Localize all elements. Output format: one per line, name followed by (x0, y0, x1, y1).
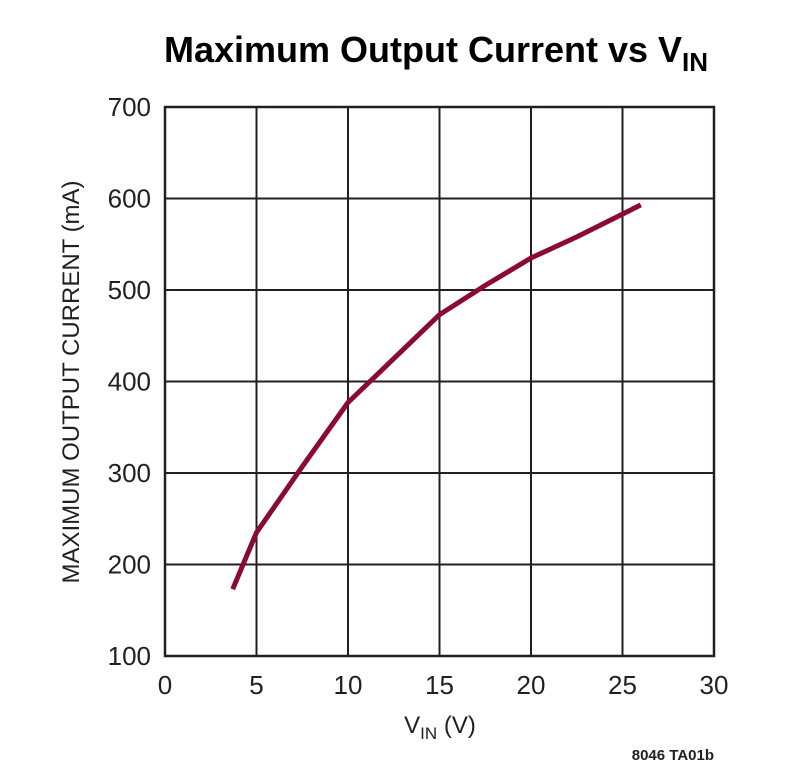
x-tick-label: 15 (425, 670, 454, 700)
x-tick-label: 10 (334, 670, 363, 700)
series-layer (230, 202, 642, 591)
x-axis-label: VIN (V) (404, 712, 476, 743)
x-tick-label: 0 (158, 670, 172, 700)
x-tick-label: 30 (700, 670, 729, 700)
figure-code: 8046 TA01b (632, 747, 714, 764)
y-axis-label: MAXIMUM OUTPUT CURRENT (mA) (58, 180, 85, 583)
x-tick-label: 25 (608, 670, 637, 700)
plot-frame (163, 105, 716, 658)
y-tick-label: 400 (108, 367, 151, 397)
x-tick-label: 5 (249, 670, 263, 700)
grid (163, 105, 716, 658)
y-tick-label: 700 (108, 92, 151, 122)
y-tick-label: 300 (108, 458, 151, 488)
x-tick-label: 20 (517, 670, 546, 700)
y-tick-label: 600 (108, 184, 151, 214)
series-line (230, 202, 642, 591)
y-tick-label: 500 (108, 275, 151, 305)
y-tick-label: 100 (108, 641, 151, 671)
chart-title: Maximum Output Current vs VIN (164, 29, 708, 77)
y-tick-label: 200 (108, 550, 151, 580)
tick-labels: 0 5 10 15 20 25 30 100 200 300 400 500 600 700 (108, 92, 729, 700)
